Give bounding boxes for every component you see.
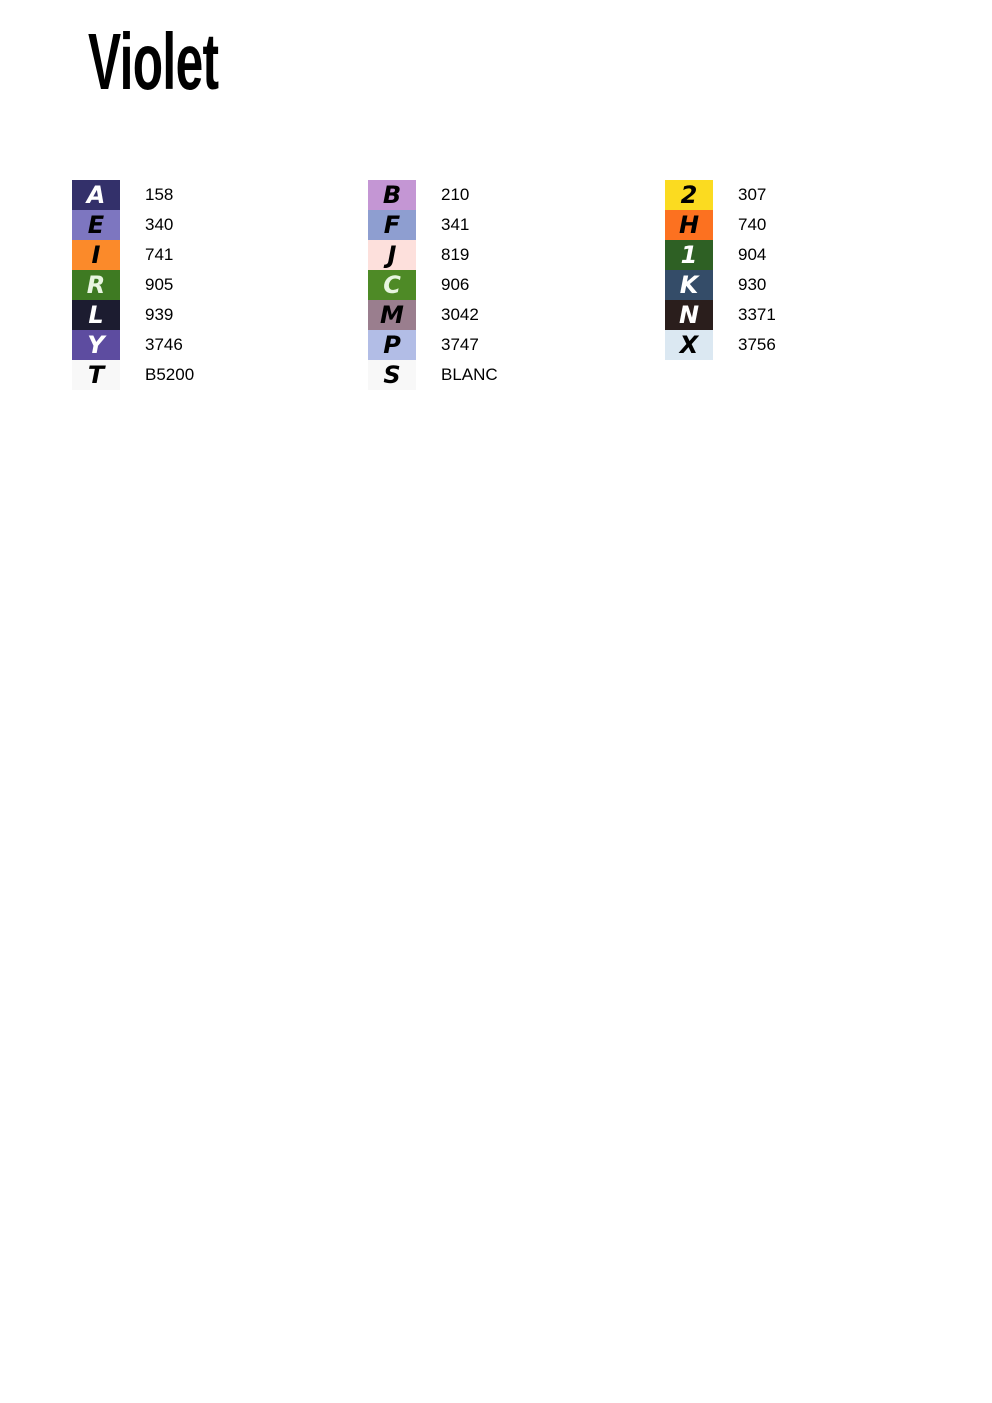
thread-code: BLANC [441,365,498,384]
color-swatch: P [368,330,416,360]
legend-item: B 210 [368,180,498,210]
thread-code: 939 [145,305,174,324]
color-swatch: T [72,360,120,390]
thread-code: 3756 [738,335,776,354]
color-swatch: 1 [665,240,713,270]
color-swatch: R [72,270,120,300]
color-swatch: H [665,210,713,240]
thread-code: 307 [738,185,767,204]
color-swatch: X [665,330,713,360]
legend-item: P 3747 [368,330,498,360]
legend-item: Y 3746 [72,330,194,360]
thread-code: 905 [145,275,174,294]
thread-code: 3746 [145,335,183,354]
thread-code: 906 [441,275,470,294]
thread-code: 210 [441,185,470,204]
thread-code: B5200 [145,365,195,384]
legend-column-3: 2 307 H 740 1 904 K 930 N 3371 X 3756 [665,180,776,360]
color-swatch: B [368,180,416,210]
legend-item: E 340 [72,210,194,240]
thread-code: 930 [738,275,767,294]
color-swatch: 2 [665,180,713,210]
color-swatch: A [72,180,120,210]
color-swatch: K [665,270,713,300]
color-swatch: I [72,240,120,270]
legend-item: 1 904 [665,240,776,270]
thread-code: 819 [441,245,470,264]
thread-code: 741 [145,245,174,264]
legend-item: R 905 [72,270,194,300]
color-swatch: J [368,240,416,270]
legend-item: L 939 [72,300,194,330]
thread-code: 158 [145,185,174,204]
legend-column-1: A 158 E 340 I 741 R 905 L 939 Y 3746 T B5200 [72,180,194,390]
legend-item: A 158 [72,180,194,210]
color-swatch: F [368,210,416,240]
legend-item: I 741 [72,240,194,270]
thread-code: 3747 [441,335,479,354]
legend-column-2: B 210 F 341 J 819 C 906 M 3042 P 3747 S BLANC [368,180,498,390]
thread-code: 904 [738,245,767,264]
legend-item: X 3756 [665,330,776,360]
legend-item: K 930 [665,270,776,300]
page-title: Violet [88,17,219,106]
legend-item: J 819 [368,240,498,270]
color-swatch: M [368,300,416,330]
color-swatch: C [368,270,416,300]
thread-code: 740 [738,215,767,234]
legend-item: C 906 [368,270,498,300]
color-swatch: L [72,300,120,330]
legend-item: S BLANC [368,360,498,390]
legend-item: M 3042 [368,300,498,330]
color-swatch: N [665,300,713,330]
legend-item: T B5200 [72,360,194,390]
legend-item: H 740 [665,210,776,240]
legend-item: F 341 [368,210,498,240]
legend-item: N 3371 [665,300,776,330]
color-swatch: E [72,210,120,240]
thread-code: 3371 [738,305,776,324]
color-swatch: S [368,360,416,390]
thread-code: 340 [145,215,174,234]
legend-item: 2 307 [665,180,776,210]
thread-code: 3042 [441,305,479,324]
color-swatch: Y [72,330,120,360]
thread-code: 341 [441,215,470,234]
